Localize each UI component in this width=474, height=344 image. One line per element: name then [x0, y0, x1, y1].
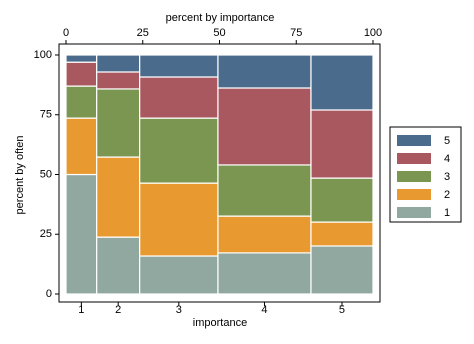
mosaic-cell — [310, 221, 374, 247]
mosaic-cell — [96, 88, 141, 158]
x-tick-label: 5 — [339, 304, 345, 316]
mosaic-cell — [217, 252, 312, 295]
legend-label: 4 — [444, 153, 450, 165]
legend-label: 2 — [444, 189, 450, 201]
mosaic-cell — [139, 182, 219, 257]
legend-swatch — [397, 207, 431, 218]
mosaic-cell — [65, 54, 98, 63]
y-tick-label: 25 — [40, 228, 52, 240]
legend-swatch — [397, 153, 431, 164]
mosaic-cell — [139, 255, 219, 295]
x-tick-label: 4 — [261, 304, 267, 316]
mosaic-cell — [96, 236, 141, 295]
mosaic-cell — [139, 117, 219, 184]
mosaic-cell — [310, 109, 374, 179]
legend-swatch — [397, 189, 431, 200]
mosaic-cell — [139, 54, 219, 78]
legend-label: 1 — [444, 207, 450, 219]
x-tick-label: 2 — [115, 304, 121, 316]
mosaic-cell — [217, 87, 312, 166]
mosaic-cell — [65, 85, 98, 119]
mosaic-cell — [139, 76, 219, 119]
mosaic-cell — [310, 177, 374, 223]
legend-label: 5 — [444, 135, 450, 147]
x-tick-label: 3 — [176, 304, 182, 316]
legend-label: 3 — [444, 171, 450, 183]
mosaic-cell — [96, 54, 141, 73]
mosaic-cell — [217, 54, 312, 89]
mosaic-cell — [310, 245, 374, 295]
top-tick-label: 75 — [290, 27, 302, 39]
top-axis-title: percent by importance — [166, 12, 275, 24]
top-tick-label: 50 — [213, 27, 225, 39]
legend-box — [389, 126, 462, 223]
y-tick-label: 0 — [46, 288, 52, 300]
y-tick-label: 100 — [34, 49, 52, 61]
mosaic-cell — [217, 164, 312, 217]
legend-swatch — [397, 135, 431, 146]
y-tick-label: 50 — [40, 168, 52, 180]
y-axis-title: percent by often — [14, 136, 26, 215]
legend-swatch — [397, 171, 431, 182]
mosaic-cell — [65, 173, 98, 295]
mosaic-cell — [65, 61, 98, 87]
top-tick-label: 100 — [364, 27, 382, 39]
mosaic-cell — [217, 215, 312, 254]
top-tick-label: 25 — [137, 27, 149, 39]
top-tick-label: 0 — [63, 27, 69, 39]
x-tick-label: 1 — [78, 304, 84, 316]
mosaic-cell — [65, 117, 98, 176]
y-tick-label: 75 — [40, 109, 52, 121]
mosaic-cell — [310, 54, 374, 111]
mosaic-cell — [96, 71, 141, 90]
x-axis-title: importance — [193, 317, 247, 329]
mosaic-cell — [96, 156, 141, 238]
